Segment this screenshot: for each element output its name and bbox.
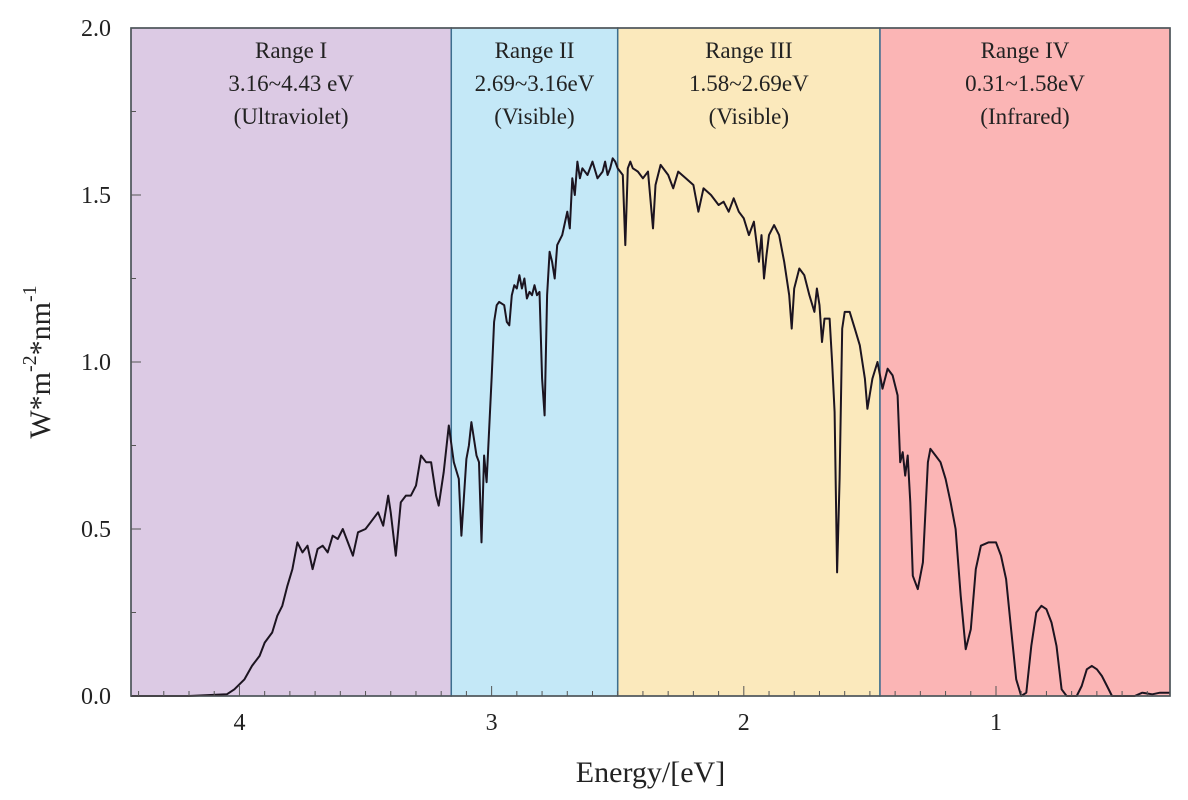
- region-1: [130, 27, 453, 697]
- x-tick-label: 2: [738, 710, 750, 736]
- plot-frame: [130, 27, 1171, 697]
- region-2: [450, 27, 619, 697]
- series-layer: [131, 157, 1170, 697]
- axis-ticks: [131, 27, 1148, 697]
- region-range-4: 0.31~1.58eV: [965, 71, 1085, 96]
- region-range-3: 1.58~2.69eV: [689, 71, 809, 96]
- y-axis-title-mid: *nm: [24, 302, 57, 355]
- y-tick-label: 0.0: [81, 684, 111, 710]
- region-band-3: (Visible): [709, 104, 789, 129]
- x-tick-label: 4: [233, 710, 245, 736]
- region-4: [879, 27, 1171, 697]
- y-axis-title-exp1: -2: [19, 355, 41, 372]
- region-range-1: 3.16~4.43 eV: [228, 71, 354, 96]
- region-name-1: Range I: [255, 38, 327, 63]
- region-name-2: Range II: [495, 38, 575, 63]
- region-labels: Range I 3.16~4.43 eV (Ultraviolet) Range II…: [228, 38, 1085, 129]
- region-name-4: Range IV: [981, 38, 1070, 63]
- region-name-3: Range III: [705, 38, 793, 63]
- y-tick-label: 1.0: [81, 350, 111, 376]
- region-band-2: (Visible): [494, 104, 574, 129]
- series-line-1: [131, 157, 1170, 697]
- x-tick-label: 1: [990, 710, 1002, 736]
- y-axis-title-base: W*m: [24, 372, 57, 439]
- y-tick-label: 0.5: [81, 517, 111, 543]
- y-axis-title: W*m-2*nm-1: [19, 285, 57, 438]
- y-axis-title-exp2: -1: [19, 285, 41, 302]
- region-range-2: 2.69~3.16eV: [475, 71, 595, 96]
- y-tick-label: 2.0: [81, 16, 111, 42]
- shaded-regions: [130, 27, 1171, 697]
- tick-labels: 4 3 2 1 0.0 0.5 1.0 1.5 2.0: [81, 16, 1002, 736]
- region-band-1: (Ultraviolet): [234, 104, 349, 129]
- x-tick-label: 3: [486, 710, 498, 736]
- y-tick-label: 1.5: [81, 183, 111, 209]
- region-band-4: (Infrared): [980, 104, 1069, 129]
- x-axis-title: Energy/[eV]: [576, 756, 725, 789]
